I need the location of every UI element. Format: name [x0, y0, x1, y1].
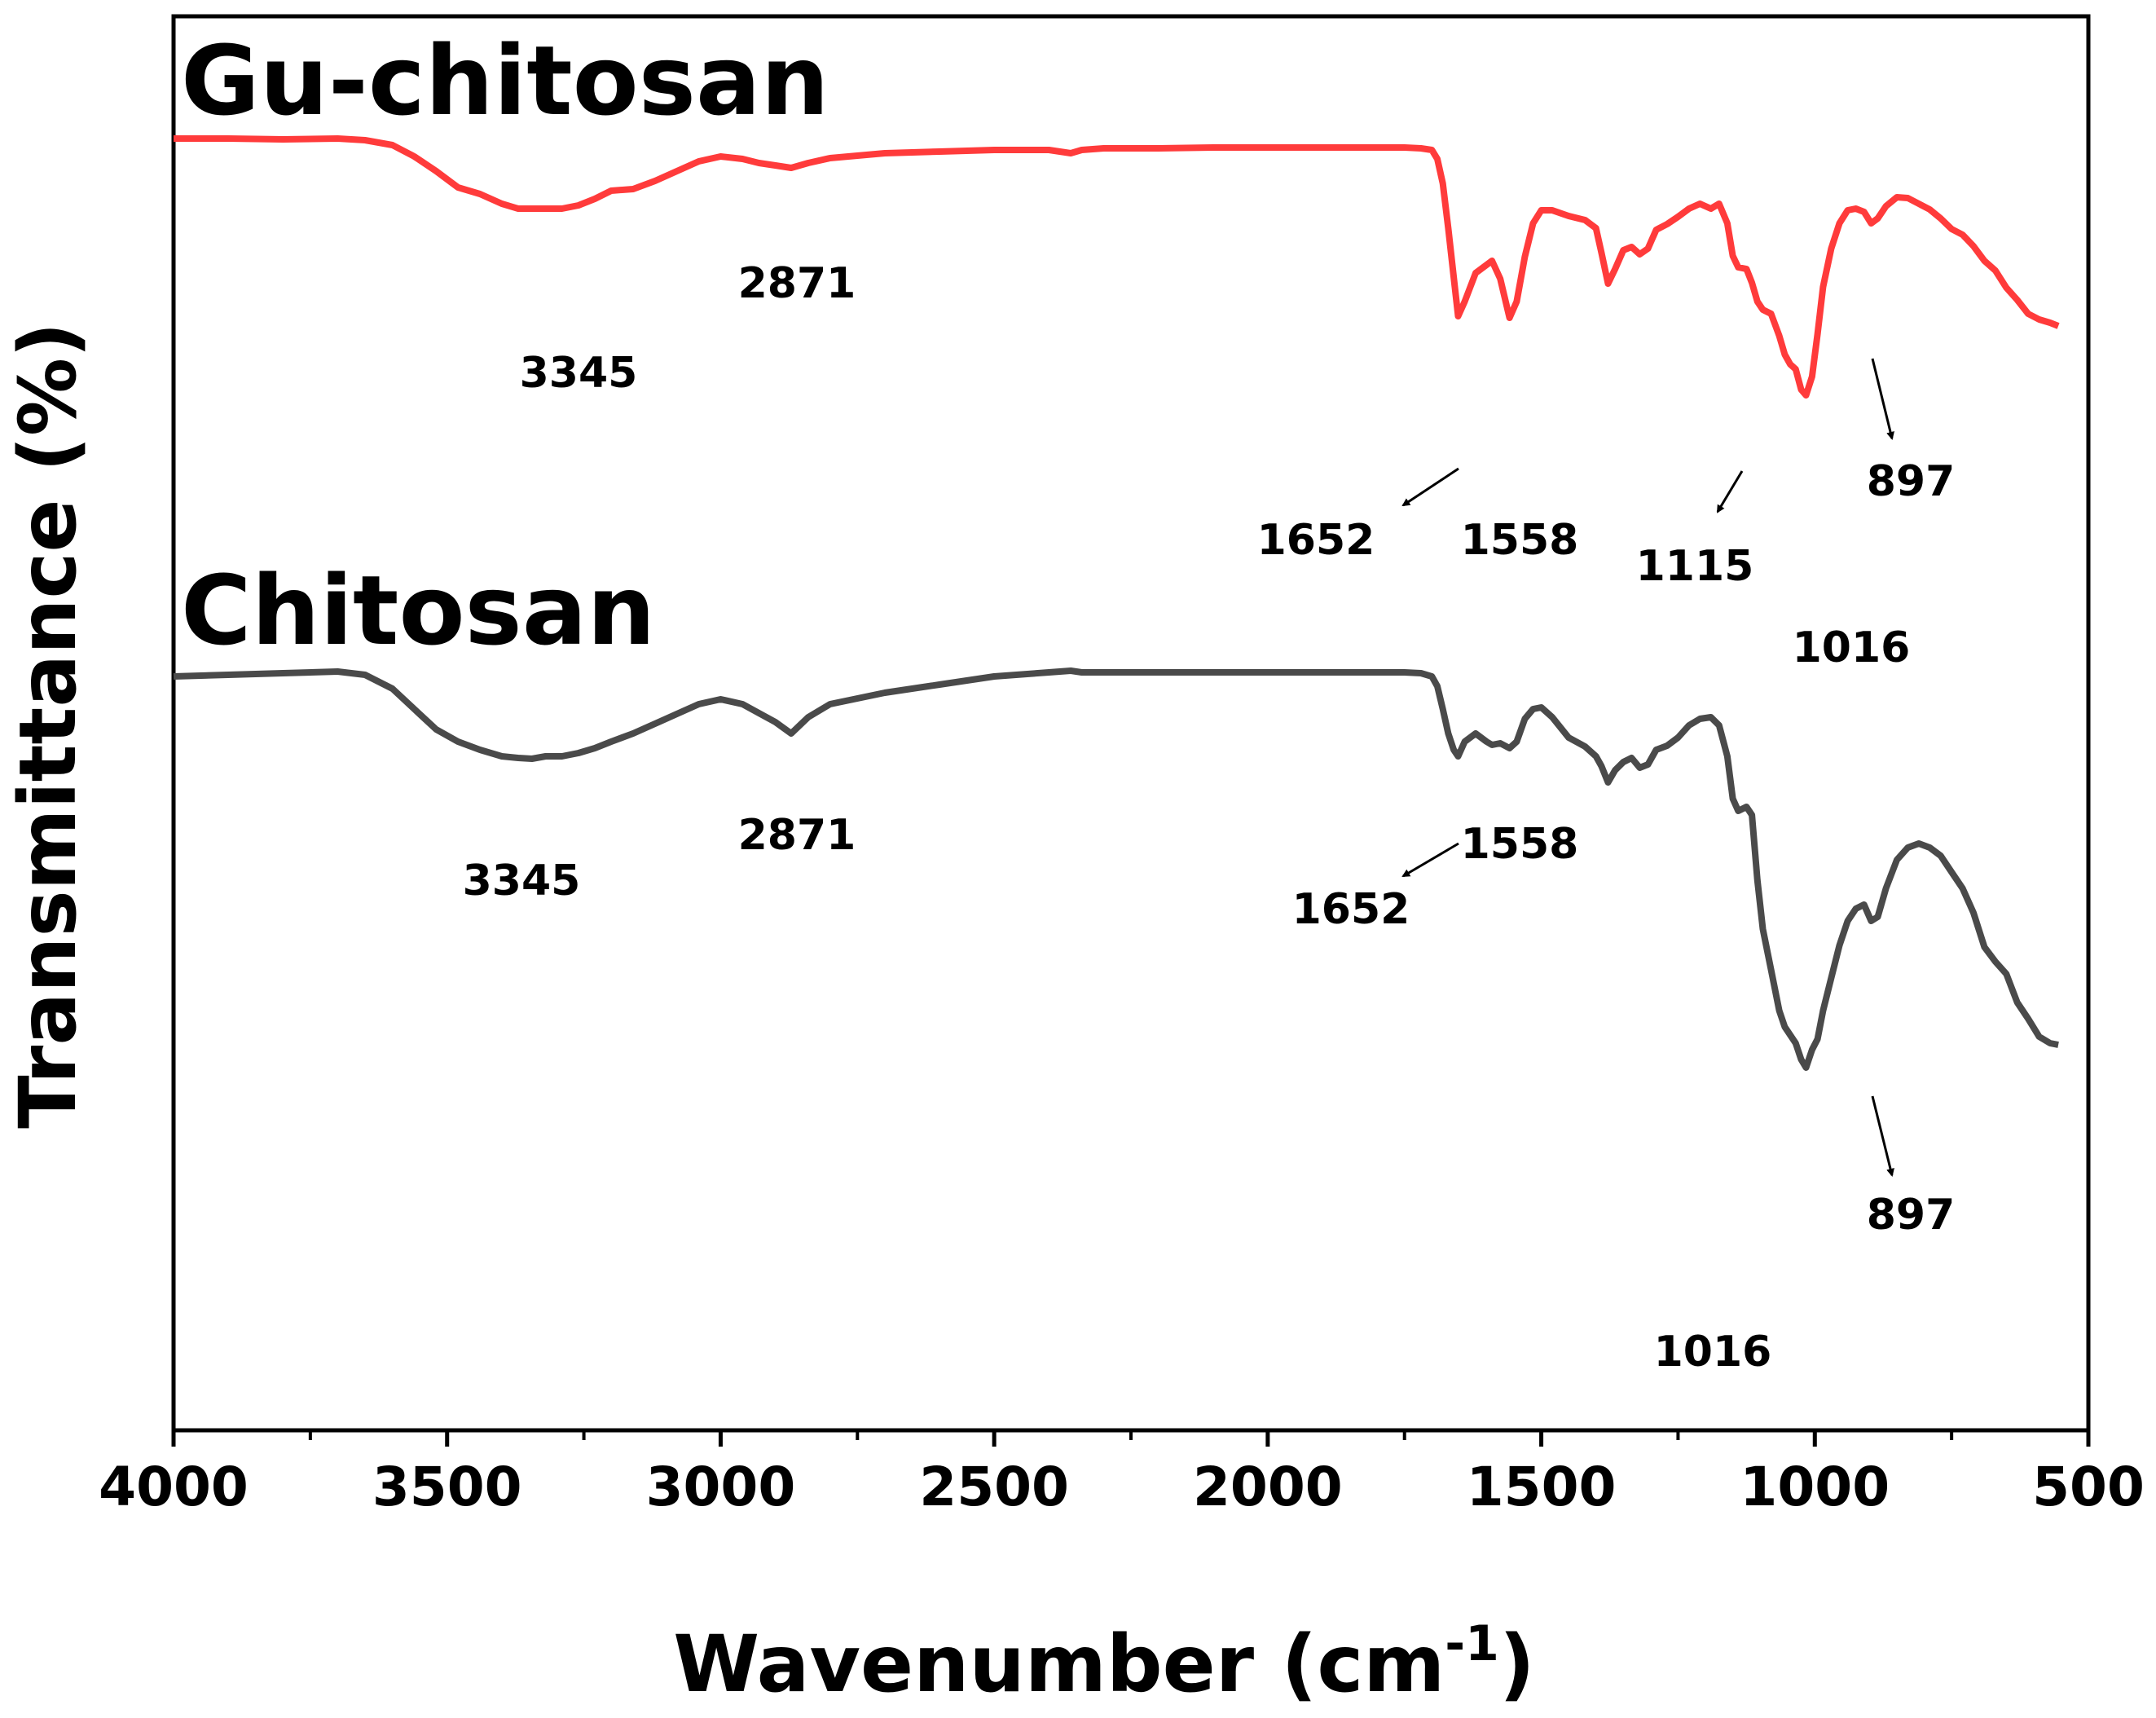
- x-tick-label-4000: 4000: [99, 1456, 249, 1518]
- x-tick-label-2500: 2500: [919, 1456, 1069, 1518]
- peak-label-chitosan-1652: 1652: [1292, 885, 1410, 934]
- plot-frame: [171, 14, 2091, 1433]
- x-tick-label-500: 500: [2032, 1456, 2145, 1518]
- peak-label-gu-chitosan-2871: 2871: [738, 259, 856, 308]
- peak-arrow-gu-chitosan-897: [1871, 358, 1894, 440]
- peak-label-gu-chitosan-897: 897: [1867, 457, 1956, 506]
- series-label-chitosan: Chitosan: [181, 554, 655, 667]
- x-tick-label-1500: 1500: [1467, 1456, 1617, 1518]
- peak-label-gu-chitosan-1558: 1558: [1461, 516, 1579, 565]
- series-label-gu-chitosan: Gu-chitosan: [181, 24, 829, 137]
- x-tick-label-2000: 2000: [1193, 1456, 1343, 1518]
- x-axis-ticks: 4000 3500 3000 2500 2000 1500 1000 500: [99, 1430, 2145, 1518]
- peak-label-gu-chitosan-3345: 3345: [520, 349, 638, 398]
- x-tick-label-1000: 1000: [1740, 1456, 1890, 1518]
- peak-arrow-gu-chitosan-1652: [1401, 467, 1459, 507]
- peak-label-chitosan-897: 897: [1867, 1191, 1956, 1240]
- series-line-chitosan: [173, 667, 2059, 1071]
- peak-label-gu-chitosan-1115: 1115: [1636, 542, 1754, 591]
- peak-label-chitosan-1016: 1016: [1654, 1328, 1772, 1377]
- x-tick-label-3500: 3500: [372, 1456, 522, 1518]
- series-line-gu-chitosan: [174, 135, 2060, 399]
- peak-label-gu-chitosan-1652: 1652: [1257, 516, 1375, 565]
- peak-label-chitosan-1558: 1558: [1461, 820, 1579, 869]
- x-tick-label-3000: 3000: [646, 1456, 796, 1518]
- peak-arrow-gu-chitosan-1115: [1716, 470, 1744, 513]
- series-group: [173, 135, 2060, 1071]
- peak-arrow-chitosan-1652: [1401, 842, 1459, 878]
- y-axis-label: Transmittance (%): [2, 322, 94, 1129]
- peak-label-chitosan-2871: 2871: [738, 811, 856, 860]
- peak-arrow-chitosan-897: [1871, 1095, 1894, 1177]
- x-axis-label: Wavenumber (cm-1): [673, 1615, 1535, 1710]
- peak-annotations: 3345 2871 1652 1558 1115 1016 897 3345 2871 1652 1…: [463, 259, 1956, 1377]
- peak-label-chitosan-3345: 3345: [463, 857, 581, 905]
- peak-label-gu-chitosan-1016: 1016: [1793, 623, 1911, 672]
